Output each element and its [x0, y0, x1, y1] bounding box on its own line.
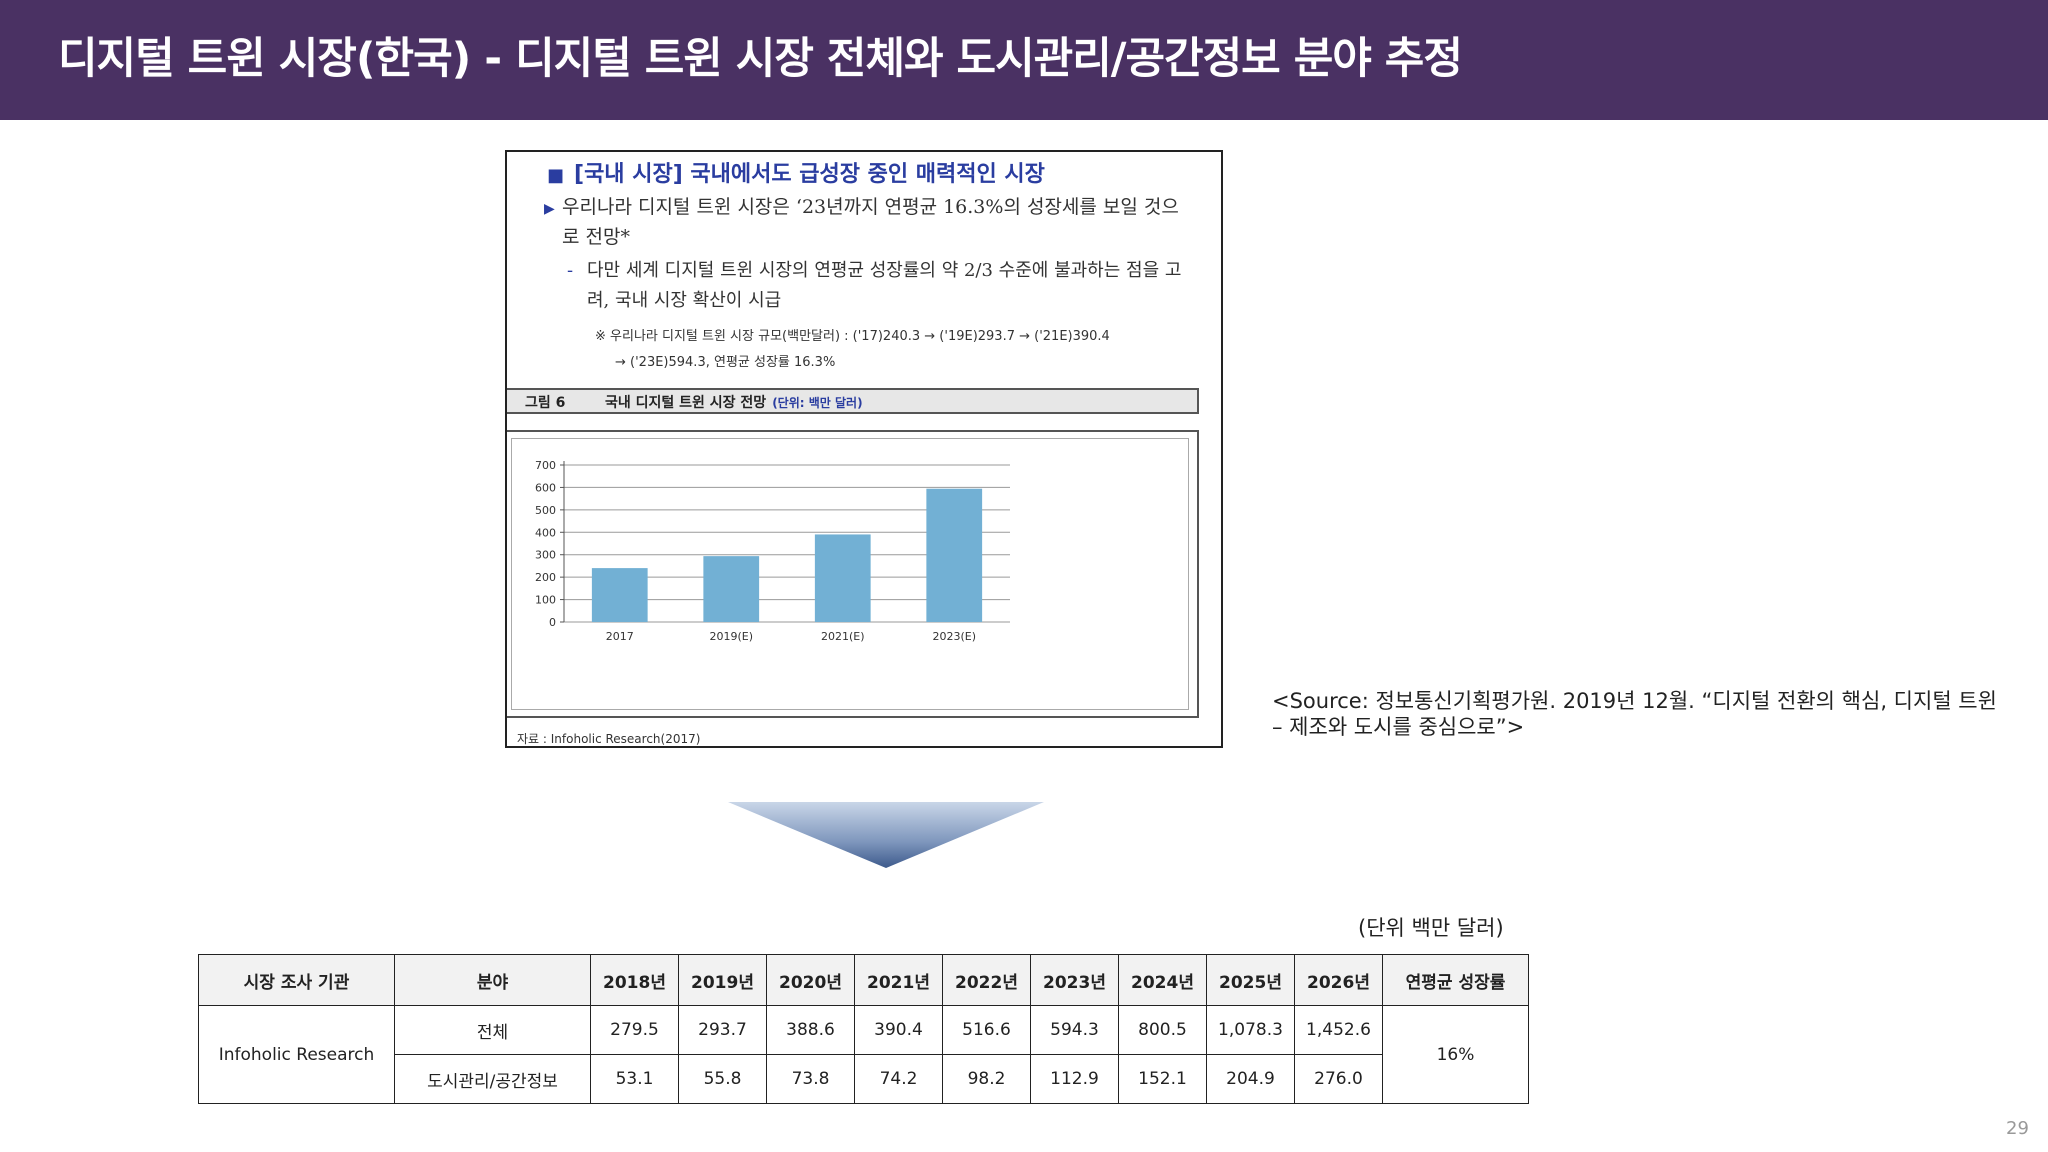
cell-org: Infoholic Research [198, 1005, 395, 1104]
report-note-line-1: ※ 우리나라 디지털 트윈 시장 규모(백만달러) : ('17)240.3 →… [595, 329, 1110, 344]
cell-value: 73.8 [766, 1054, 855, 1104]
unit-note: (단위 백만 달러) [1358, 916, 1504, 940]
header-field: 분야 [394, 954, 591, 1006]
title-bar: 디지털 트윈 시장(한국) - 디지털 트윈 시장 전체와 도시관리/공간정보 … [0, 0, 2048, 120]
report-paragraph-2: - 다만 세계 디지털 트윈 시장의 연평균 성장률의 약 2/3 수준에 불과… [567, 256, 1192, 316]
cell-value: 800.5 [1118, 1005, 1207, 1055]
bar-chart: 0 100 200 300 400 500 600 700 2017 2019(E) 2021(E)… [535, 459, 1010, 643]
table-row: Infoholic Research 전체 279.5 293.7 388.6 … [198, 1005, 1529, 1104]
cell-value: 98.2 [942, 1054, 1031, 1104]
report-heading: ■ [국내 시장] 국내에서도 급성장 중인 매력적인 시장 [547, 156, 1045, 188]
y-tick-label: 300 [535, 549, 556, 562]
y-tick-label: 0 [549, 616, 556, 629]
cell-value: 279.5 [590, 1005, 679, 1055]
square-bullet-icon: ■ [547, 165, 565, 186]
y-tick-label: 600 [535, 481, 556, 494]
y-tick-label: 200 [535, 571, 556, 584]
bar [703, 556, 760, 622]
bar [591, 568, 648, 622]
report-paragraph-2-text: 다만 세계 디지털 트윈 시장의 연평균 성장률의 약 2/3 수준에 불과하는… [587, 260, 1182, 311]
report-note: ※ 우리나라 디지털 트윈 시장 규모(백만달러) : ('17)240.3 →… [595, 324, 1195, 376]
y-tick-label: 100 [535, 594, 556, 607]
header-year: 2021년 [854, 954, 943, 1006]
header-year: 2019년 [678, 954, 767, 1006]
figure-title: 국내 디지털 트윈 시장 전망 (단위: 백만 달러) [605, 392, 863, 412]
report-paragraph-1-text: 우리나라 디지털 트윈 시장은 ‘23년까지 연평균 16.3%의 성장세를 보… [562, 196, 1179, 248]
cell-value: 1,452.6 [1294, 1005, 1383, 1055]
y-tick-label: 700 [535, 459, 556, 472]
page-title: 디지털 트윈 시장(한국) - 디지털 트윈 시장 전체와 도시관리/공간정보 … [58, 34, 1463, 84]
figure-label: 그림 6 [525, 395, 566, 411]
table-row: 도시관리/공간정보 53.1 55.8 73.8 74.2 98.2 112.9… [199, 1054, 1529, 1104]
cell-cagr: 16% [1382, 1005, 1529, 1104]
header-org: 시장 조사 기관 [198, 954, 395, 1006]
y-tick-label: 500 [535, 504, 556, 517]
report-source: 자료 : Infoholic Research(2017) [517, 732, 701, 746]
cell-value: 112.9 [1030, 1054, 1119, 1104]
figure-title-text: 국내 디지털 트윈 시장 전망 [605, 395, 767, 411]
header-year: 2018년 [590, 954, 679, 1006]
report-paragraph-1: ▶ 우리나라 디지털 트윈 시장은 ‘23년까지 연평균 16.3%의 성장세를… [544, 192, 1192, 252]
header-year: 2023년 [1030, 954, 1119, 1006]
x-tick-label: 2019(E) [709, 630, 753, 643]
x-tick-label: 2017 [606, 630, 634, 643]
triangle-bullet-icon: ▶ [544, 201, 555, 217]
bar [926, 488, 983, 622]
cell-value: 53.1 [590, 1054, 679, 1104]
cell-value: 1,078.3 [1206, 1005, 1295, 1055]
table-header-row: 시장 조사 기관 분야 2018년 2019년 2020년 2021년 2022… [198, 954, 1529, 1006]
header-year: 2026년 [1294, 954, 1383, 1006]
figure-caption-bar: 그림 6 국내 디지털 트윈 시장 전망 (단위: 백만 달러) [507, 388, 1199, 414]
x-tick-label: 2021(E) [821, 630, 865, 643]
header-cagr: 연평균 성장률 [1382, 954, 1529, 1006]
cell-value: 390.4 [854, 1005, 943, 1055]
cell-value: 594.3 [1030, 1005, 1119, 1055]
header-year: 2022년 [942, 954, 1031, 1006]
cell-value: 152.1 [1118, 1054, 1207, 1104]
market-table: 시장 조사 기관 분야 2018년 2019년 2020년 2021년 2022… [198, 954, 1529, 1104]
cell-value: 293.7 [678, 1005, 767, 1055]
cell-value: 74.2 [854, 1054, 943, 1104]
x-tick-label: 2023(E) [932, 630, 976, 643]
y-tick-label: 400 [535, 526, 556, 539]
down-arrow-icon [728, 802, 1044, 868]
cell-value: 276.0 [1294, 1054, 1383, 1104]
dash-bullet: - [567, 260, 574, 281]
figure-unit: (단위: 백만 달러) [772, 396, 863, 410]
cell-value: 516.6 [942, 1005, 1031, 1055]
chart-frame: 0 100 200 300 400 500 600 700 2017 2019(E) 2021(E)… [511, 438, 1189, 710]
source-citation: <Source: 정보통신기획평가원. 2019년 12월. “디지털 전환의 … [1272, 689, 1997, 739]
header-year: 2020년 [766, 954, 855, 1006]
report-note-line-2: → ('23E)594.3, 연평균 성장률 16.3% [615, 355, 836, 370]
cell-value: 55.8 [678, 1054, 767, 1104]
report-heading-text: [국내 시장] 국내에서도 급성장 중인 매력적인 시장 [574, 162, 1045, 187]
chart-box: 0 100 200 300 400 500 600 700 2017 2019(E) 2021(E)… [507, 430, 1199, 718]
cell-field: 전체 [394, 1005, 591, 1055]
cell-value: 388.6 [766, 1005, 855, 1055]
header-year: 2024년 [1118, 954, 1207, 1006]
cell-value: 204.9 [1206, 1054, 1295, 1104]
page-number: 29 [2006, 1118, 2029, 1139]
header-year: 2025년 [1206, 954, 1295, 1006]
bar [814, 534, 871, 622]
cell-field: 도시관리/공간정보 [394, 1054, 591, 1104]
report-clip: ■ [국내 시장] 국내에서도 급성장 중인 매력적인 시장 ▶ 우리나라 디지털… [505, 150, 1223, 748]
